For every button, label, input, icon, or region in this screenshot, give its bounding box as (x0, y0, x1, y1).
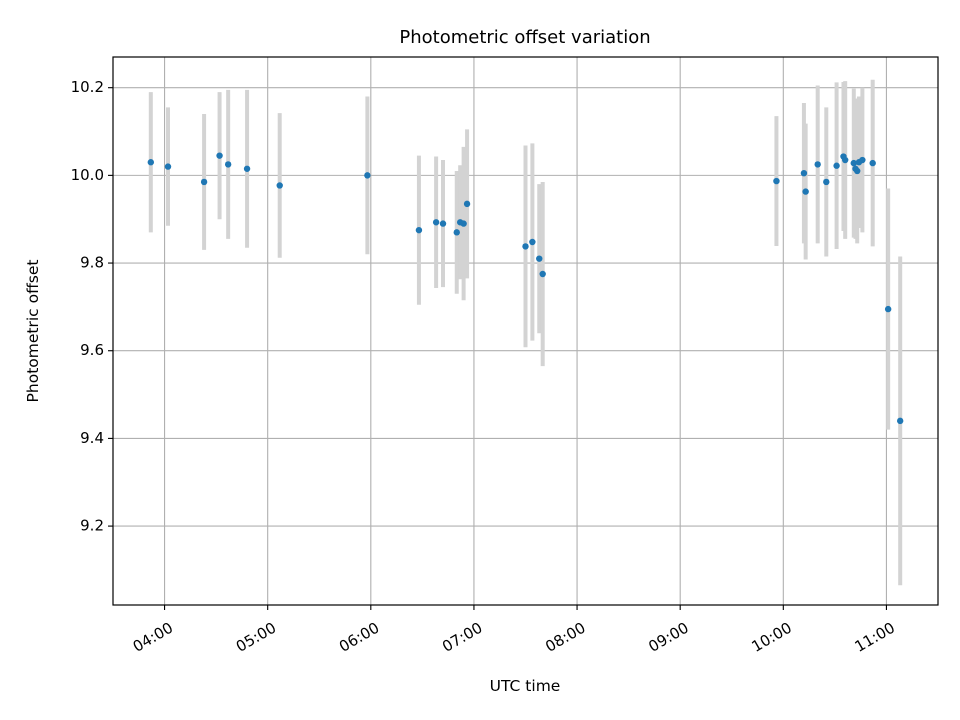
data-point (859, 156, 866, 164)
data-point (522, 243, 529, 250)
y-tick-label: 10.0 (71, 166, 104, 184)
data-point (841, 156, 849, 164)
x-axis-label: UTC time (490, 677, 561, 695)
data-point (276, 182, 283, 189)
data-point (869, 159, 876, 167)
data-point (164, 163, 172, 170)
data-point (432, 219, 440, 226)
data-point (224, 161, 232, 168)
plot-frame (112, 56, 939, 606)
data-point (529, 238, 536, 246)
y-tick-label: 9.8 (80, 254, 104, 272)
data-point (854, 167, 861, 175)
data-point (833, 162, 840, 169)
data-point (814, 161, 821, 168)
data-point (802, 188, 809, 195)
data-point (850, 159, 857, 167)
data-point (463, 200, 471, 208)
y-axis-label: Photometric offset (24, 260, 42, 403)
data-point (823, 178, 830, 186)
data-point (216, 152, 223, 159)
data-point (536, 255, 543, 262)
data-points (147, 152, 904, 425)
data-point (800, 169, 808, 177)
y-tick-label: 10.2 (71, 78, 104, 96)
data-point (884, 305, 892, 313)
data-point (243, 165, 251, 172)
grid (113, 57, 938, 605)
data-point (147, 159, 155, 166)
data-point (200, 178, 208, 186)
data-point (364, 172, 371, 179)
data-point (896, 417, 904, 425)
data-point (773, 177, 780, 185)
data-point (415, 226, 423, 234)
y-tick-label: 9.6 (80, 341, 104, 359)
y-axis-ticks: 9.2 9.4 9.6 9.8 10.0 10.2 (71, 78, 113, 535)
data-point (460, 220, 467, 227)
y-tick-label: 9.2 (80, 517, 104, 535)
chart-title: Photometric offset variation (399, 27, 650, 48)
y-tick-label: 9.4 (80, 429, 104, 447)
data-point (439, 220, 447, 227)
data-point (539, 270, 546, 278)
data-point (453, 229, 460, 236)
